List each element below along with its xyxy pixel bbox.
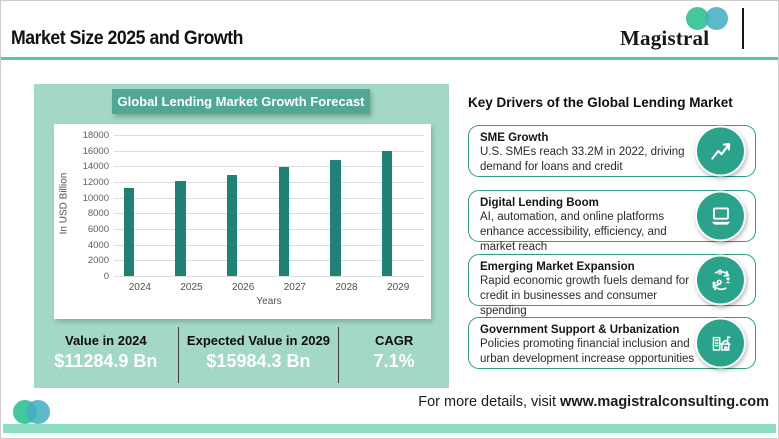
gridline bbox=[114, 197, 424, 199]
key-drivers-heading: Key Drivers of the Global Lending Market bbox=[468, 95, 733, 110]
x-tick-label: 2024 bbox=[128, 282, 151, 293]
x-axis-title: Years bbox=[256, 296, 282, 307]
stat-label: Expected Value in 2029 bbox=[186, 333, 330, 348]
laptop-icon bbox=[695, 190, 746, 242]
gridline bbox=[114, 166, 424, 168]
svg-text:$: $ bbox=[717, 267, 722, 276]
footer-logo bbox=[13, 400, 63, 426]
y-tick-label: 14000 bbox=[82, 161, 109, 173]
logo-circle-teal-icon bbox=[705, 7, 728, 30]
logo-wordmark: Magistral bbox=[620, 26, 710, 50]
x-tick-label: 2025 bbox=[180, 282, 203, 293]
y-tick-label: 18000 bbox=[82, 130, 109, 141]
header-rule bbox=[1, 57, 778, 60]
stats-row: Value in 2024 $11284.9 Bn Expected Value… bbox=[34, 327, 449, 383]
y-tick-label: 4000 bbox=[87, 239, 109, 251]
bar-2026 bbox=[226, 174, 238, 276]
footer-logo-circle-teal-icon bbox=[26, 400, 50, 424]
x-tick-label: 2028 bbox=[335, 282, 358, 293]
driver-card-digital-lending: Digital Lending Boom AI, automation, and… bbox=[468, 190, 756, 253]
y-tick-label: 12000 bbox=[82, 177, 109, 188]
economic-exchange-icon: $ bbox=[695, 254, 746, 306]
stat-label: CAGR bbox=[374, 333, 414, 348]
key-drivers-panel: Key Drivers of the Global Lending Market… bbox=[456, 64, 772, 388]
y-tick-label: 0 bbox=[103, 271, 109, 282]
header: Market Size 2025 and Growth Magistral bbox=[1, 1, 778, 57]
y-tick-label: 10000 bbox=[82, 192, 109, 204]
stat-value: 7.1% bbox=[373, 351, 415, 371]
bar-2024 bbox=[123, 187, 135, 276]
card-body: AI, automation, and online platforms enh… bbox=[480, 211, 667, 253]
bar-chart: In USD Billion Years 0 2000 4000 6000 8000 10… bbox=[54, 124, 431, 319]
card-body: Rapid economic growth fuels demand for c… bbox=[480, 275, 690, 317]
city-buildings-icon bbox=[695, 317, 746, 369]
gridline bbox=[114, 182, 424, 183]
gridline bbox=[114, 276, 424, 277]
gridline bbox=[114, 244, 424, 246]
gridline bbox=[114, 213, 424, 215]
gridline bbox=[114, 260, 424, 262]
gridline bbox=[114, 150, 424, 152]
driver-card-sme-growth: SME Growth U.S. SMEs reach 33.2M in 2022… bbox=[468, 125, 756, 177]
card-title: Emerging Market Expansion bbox=[480, 261, 635, 273]
bar-2027 bbox=[278, 167, 290, 276]
logo-divider-bar bbox=[741, 8, 744, 49]
stat-label: Value in 2024 bbox=[64, 333, 147, 348]
gridline bbox=[114, 135, 424, 136]
trend-up-icon bbox=[695, 125, 746, 177]
stat-value: $15984.3 Bn bbox=[206, 351, 311, 371]
x-tick-label: 2026 bbox=[232, 282, 255, 293]
chart-title-banner: Global Lending Market Growth Forecast bbox=[112, 89, 370, 114]
footer-text-prefix: For more details, visit bbox=[418, 394, 561, 410]
footer-strip bbox=[3, 424, 776, 433]
driver-card-government-support: Government Support & Urbanization Polici… bbox=[468, 317, 756, 369]
card-body: U.S. SMEs reach 33.2M in 2022, driving d… bbox=[480, 146, 685, 174]
card-body: Policies promoting financial inclusion a… bbox=[480, 338, 695, 366]
bar-2029 bbox=[381, 150, 393, 276]
y-tick-label: 16000 bbox=[82, 145, 109, 157]
stat-expected-2029: Expected Value in 2029 $15984.3 Bn bbox=[179, 327, 340, 383]
y-tick-label: 6000 bbox=[87, 224, 109, 235]
gridline bbox=[114, 229, 424, 230]
footer-website-link[interactable]: www.magistralconsulting.com bbox=[560, 394, 769, 410]
card-title: Government Support & Urbanization bbox=[480, 324, 680, 336]
card-title: SME Growth bbox=[480, 132, 549, 144]
y-tick-label: 2000 bbox=[87, 255, 109, 267]
stat-cagr: CAGR 7.1% bbox=[339, 327, 449, 383]
stat-value: $11284.9 Bn bbox=[54, 351, 158, 371]
y-tick-label: 8000 bbox=[87, 208, 109, 220]
chart-panel: Global Lending Market Growth Forecast In… bbox=[34, 84, 449, 388]
stat-value-2024: Value in 2024 $11284.9 Bn bbox=[34, 327, 179, 383]
page-title: Market Size 2025 and Growth bbox=[11, 28, 243, 49]
footer-text: For more details, visit www.magistralcon… bbox=[418, 394, 769, 410]
bar-2028 bbox=[330, 159, 341, 276]
x-tick-label: 2029 bbox=[387, 282, 410, 293]
bar-2025 bbox=[175, 181, 186, 276]
x-tick-label: 2027 bbox=[283, 282, 306, 293]
driver-card-emerging-market: Emerging Market Expansion Rapid economic… bbox=[468, 254, 756, 317]
logo-circle-green-icon bbox=[686, 7, 709, 30]
card-title: Digital Lending Boom bbox=[480, 197, 599, 209]
magistral-logo: Magistral bbox=[620, 5, 744, 53]
